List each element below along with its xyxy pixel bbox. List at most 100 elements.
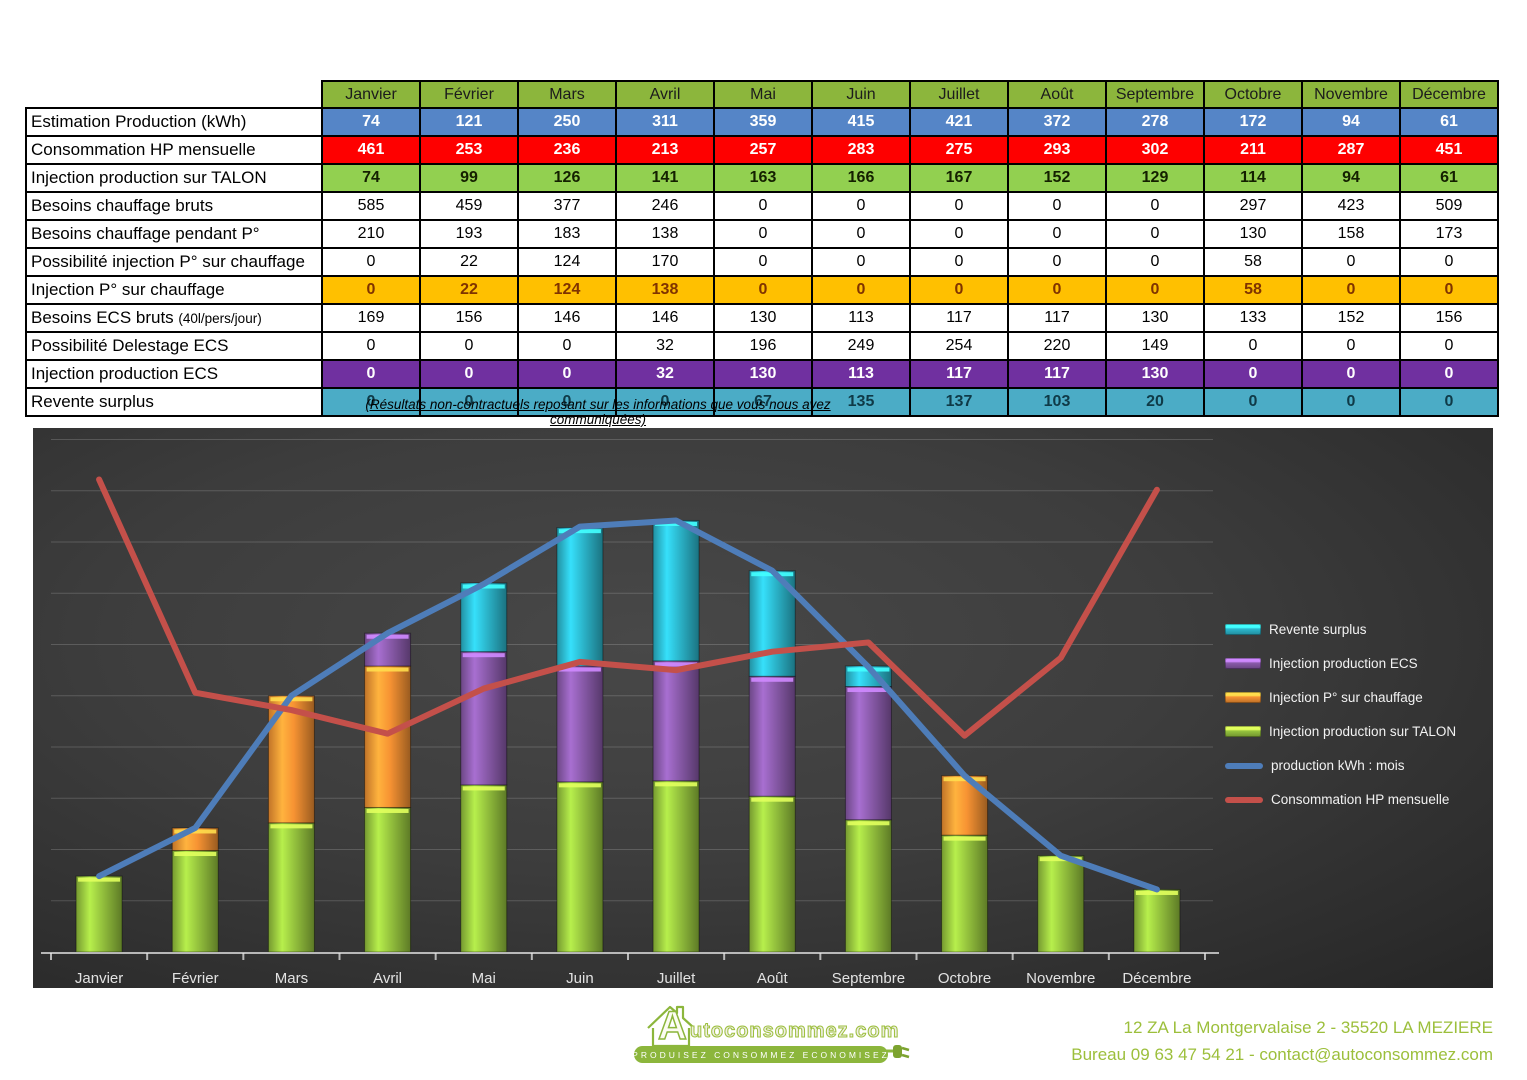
legend-label: Revente surplus	[1269, 622, 1367, 637]
table-cell: 236	[517, 135, 617, 165]
table-cell: 302	[1105, 135, 1205, 165]
table-cell: 169	[321, 303, 421, 333]
table-cell: 58	[1203, 275, 1303, 305]
table-cell: 183	[517, 219, 617, 249]
table-cell: 117	[1007, 303, 1107, 333]
table-cell: 0	[1007, 247, 1107, 277]
bar-segment	[652, 519, 700, 662]
table-cell: 0	[1301, 387, 1401, 417]
table-cell: 158	[1301, 219, 1401, 249]
table-cell: 74	[321, 107, 421, 137]
table-cell: 0	[615, 387, 715, 417]
table-cell: 138	[615, 219, 715, 249]
table-cell: 32	[615, 359, 715, 389]
table-cell: 0	[517, 387, 617, 417]
row-label: Possibilité Delestage ECS	[25, 331, 323, 361]
bar-segment-cap	[174, 852, 217, 857]
contact-block: 12 ZA La Montgervalaise 2 - 35520 LA MEZ…	[1071, 1014, 1493, 1068]
bar-segment-cap	[847, 821, 890, 826]
table-cell: 61	[1399, 107, 1499, 137]
table-cell: 133	[1203, 303, 1303, 333]
table-cell: 94	[1301, 107, 1401, 137]
table-cell: 137	[909, 387, 1009, 417]
bar-segment	[652, 780, 700, 953]
bar-segment	[267, 822, 315, 953]
table-header-row: Janvier Février Mars Avril Mai Juin Juillet Aoû…	[26, 80, 1499, 109]
table-cell: 220	[1007, 331, 1107, 361]
bar-segment	[460, 784, 508, 953]
x-axis-label: Janvier	[75, 970, 123, 987]
table-cell: 377	[517, 191, 617, 221]
bar-segment-cap	[751, 797, 794, 802]
table-cell: 130	[713, 359, 813, 389]
table-cell: 99	[419, 163, 519, 193]
table-cell: 287	[1301, 135, 1401, 165]
table-disclaimer-note: (Résultats non-contractuels reposant sur…	[365, 397, 831, 427]
table-cell: 124	[517, 247, 617, 277]
bar-segment-cap	[655, 662, 698, 667]
chart-panel: Janvier Février Mars Avril Mai Juin Juillet Aoû…	[33, 428, 1493, 988]
table-cell: 193	[419, 219, 519, 249]
table-cell: 130	[713, 303, 813, 333]
table-cell: 114	[1203, 163, 1303, 193]
table-corner-blank	[26, 81, 322, 108]
table-cell: 113	[811, 303, 911, 333]
table-cell: 0	[811, 247, 911, 277]
month-header: Octobre	[1203, 80, 1303, 109]
bar-segment	[75, 875, 123, 953]
table-cell: 0	[419, 387, 519, 417]
bar-segment-cap	[655, 782, 698, 787]
table-cell: 196	[713, 331, 813, 361]
bar-segment	[941, 834, 989, 953]
x-axis-label: Mai	[472, 970, 496, 987]
table-cell: 130	[1105, 359, 1205, 389]
table-cell: 0	[321, 387, 421, 417]
row-label: Possibilité injection P° sur chauffage	[25, 247, 323, 277]
table-row: Consommation HP mensuelle 461 253 236 213 257…	[25, 135, 1499, 165]
bar-segment-cap	[174, 829, 217, 834]
table-cell: 117	[909, 359, 1009, 389]
table-cell: 129	[1105, 163, 1205, 193]
table-cell: 117	[1007, 359, 1107, 389]
row-label: Besoins chauffage bruts	[25, 191, 323, 221]
table-cell: 253	[419, 135, 519, 165]
table-cell: 0	[909, 219, 1009, 249]
legend-label: Consommation HP mensuelle	[1271, 792, 1450, 807]
row-label: Estimation Production (kWh)	[25, 107, 323, 137]
table-cell: 0	[1105, 219, 1205, 249]
legend-label: production kWh : mois	[1271, 758, 1405, 773]
month-header: Août	[1007, 80, 1107, 109]
legend-label: Injection P° sur chauffage	[1269, 690, 1423, 705]
x-axis-label: Novembre	[1026, 970, 1095, 987]
table-cell: 293	[1007, 135, 1107, 165]
table-cell: 152	[1007, 163, 1107, 193]
table-cell: 67	[713, 387, 813, 417]
table-cell: 130	[1203, 219, 1303, 249]
bar-segment-cap	[462, 653, 505, 658]
table-row: Besoins chauffage pendant P° 210 193 183 138…	[25, 219, 1499, 249]
legend-bar-swatch	[1225, 624, 1261, 635]
bar-segment-cap	[270, 824, 313, 829]
line-series	[96, 517, 1160, 893]
table-cell: 170	[615, 247, 715, 277]
table-cell: 156	[1399, 303, 1499, 333]
table-cell: 141	[615, 163, 715, 193]
legend-item: Consommation HP mensuelle	[1225, 792, 1456, 807]
line-series	[96, 476, 1160, 739]
month-header: Septembre	[1105, 80, 1205, 109]
bar-segment	[844, 686, 892, 821]
table-cell: 250	[517, 107, 617, 137]
table-cell: 283	[811, 135, 911, 165]
table-cell: 94	[1301, 163, 1401, 193]
month-header: Mars	[517, 80, 617, 109]
monthly-data-table: Janvier Février Mars Avril Mai Juin Juillet Aoû…	[25, 80, 1499, 417]
table-cell: 156	[419, 303, 519, 333]
month-header: Mai	[713, 80, 813, 109]
table-cell: 167	[909, 163, 1009, 193]
bar-segment-cap	[78, 877, 121, 882]
month-header: Décembre	[1399, 80, 1499, 109]
bar-segment-cap	[1135, 890, 1178, 895]
table-row: Injection production sur TALON 74 99 126 141…	[25, 163, 1499, 193]
table-cell: 0	[909, 191, 1009, 221]
